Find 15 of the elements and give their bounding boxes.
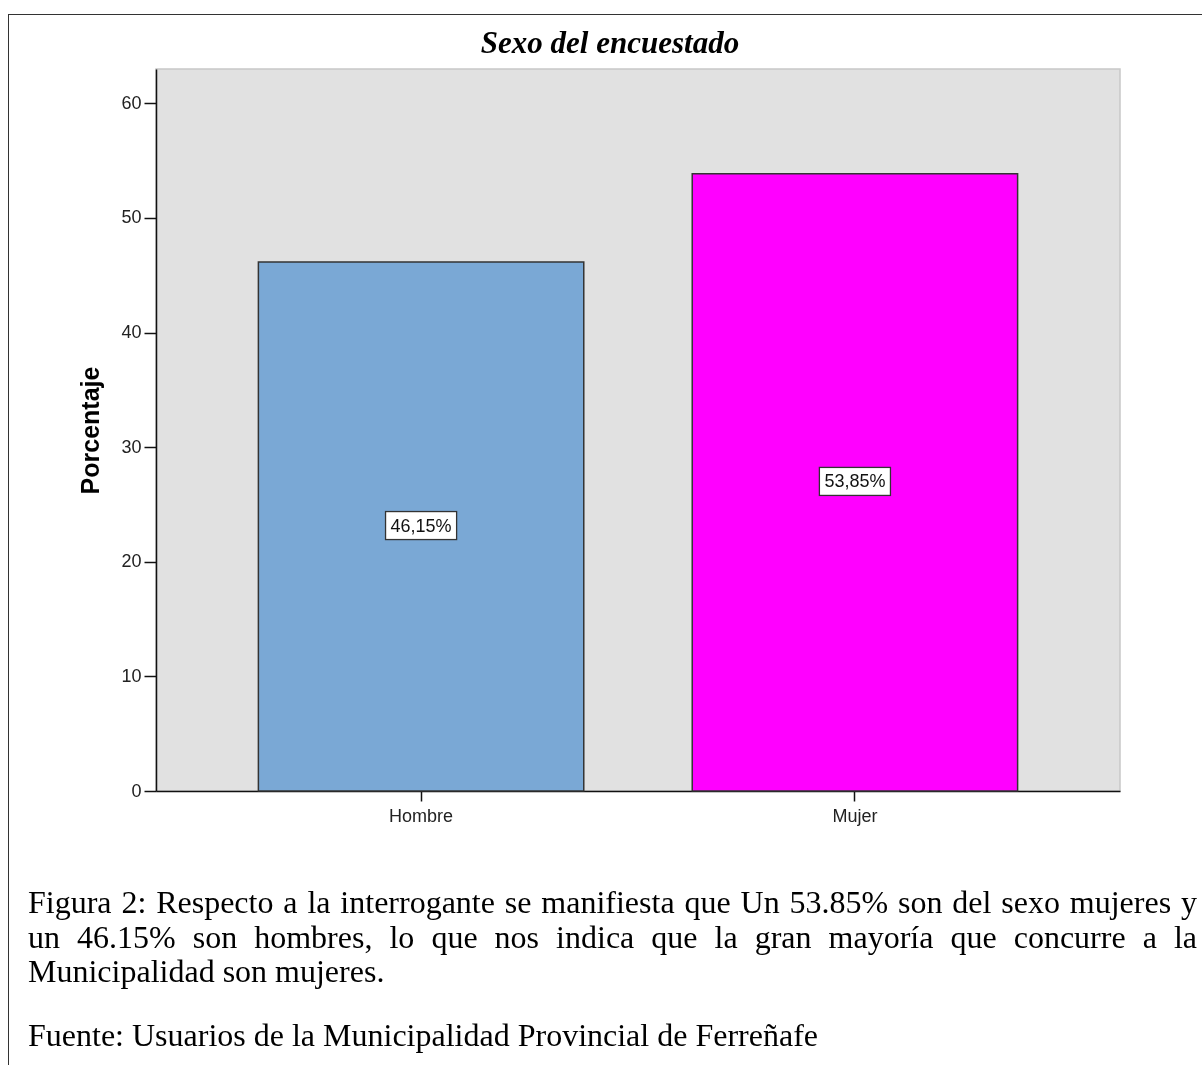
y-tick-label: 50: [121, 207, 142, 228]
chart-title: Sexo del encuestado: [480, 25, 740, 60]
y-tick-label: 20: [121, 551, 142, 572]
y-axis-title: Porcentaje: [76, 366, 105, 495]
y-tick-label: 40: [121, 322, 142, 343]
y-tick-label: 60: [121, 92, 142, 113]
x-tick-label: Mujer: [832, 805, 878, 826]
data-label: 46,15%: [390, 515, 452, 536]
y-tick-label: 30: [121, 436, 142, 457]
data-label: 53,85%: [824, 471, 886, 492]
y-tick-label: 0: [131, 780, 142, 801]
y-tick-label: 10: [121, 665, 142, 686]
x-tick-label: Hombre: [389, 805, 454, 826]
source-note: Fuente: Usuarios de la Municipalidad Provincial de Ferreñafe: [28, 1017, 819, 1054]
text: Figura 2: Respecto a la interrogante se manifiesta que Un 53.85% son del sexo mujeres y un 46.15% son hombres, lo que nos indica que la gran mayoría que concurre a la Municipalidad son mujeres.: [28, 884, 1197, 990]
